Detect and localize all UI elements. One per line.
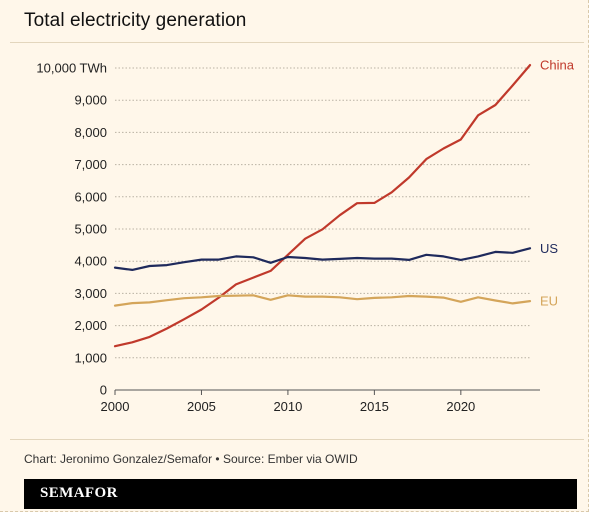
axes: 0 1,000 2,000 3,000 4,000 5,000 6,000 7,000 8,00… xyxy=(36,61,540,414)
y-tick-label: 4,000 xyxy=(74,254,107,269)
gridlines xyxy=(115,67,530,359)
title-divider xyxy=(10,42,584,43)
y-tick-label: 7,000 xyxy=(74,157,107,172)
chart-card: Total electricity generation 0 1,000 2,000… xyxy=(0,0,589,512)
x-tick-label: 2000 xyxy=(101,399,130,414)
line-chart: 0 1,000 2,000 3,000 4,000 5,000 6,000 7,000 8,00… xyxy=(36,58,575,414)
y-tick-label: 10,000 TWh xyxy=(36,61,107,76)
series xyxy=(113,64,532,348)
x-tick-label: 2015 xyxy=(360,399,389,414)
y-tick-label: 9,000 xyxy=(74,93,107,108)
series-line-eu xyxy=(113,294,532,307)
y-tick-label: 0 xyxy=(100,383,107,398)
series-label-china: China xyxy=(540,58,575,73)
y-tick-label: 1,000 xyxy=(74,350,107,365)
brand-bar: SEMAFOR xyxy=(24,479,577,509)
x-tick-label: 2005 xyxy=(187,399,216,414)
footer-divider xyxy=(10,439,584,440)
y-tick-label: 6,000 xyxy=(74,189,107,204)
y-tick-label: 3,000 xyxy=(74,286,107,301)
series-line-us xyxy=(113,247,532,271)
series-label-eu: EU xyxy=(540,294,558,309)
y-tick-label: 8,000 xyxy=(74,125,107,140)
x-tick-label: 2020 xyxy=(446,399,475,414)
series-labels: China US EU xyxy=(540,58,575,309)
source-note: Chart: Jeronimo Gonzalez/Semafor • Sourc… xyxy=(24,452,358,466)
y-tick-label: 5,000 xyxy=(74,222,107,237)
chart-title: Total electricity generation xyxy=(24,10,247,31)
series-line-china xyxy=(113,64,532,348)
brand-logo: SEMAFOR xyxy=(40,485,118,501)
y-tick-label: 2,000 xyxy=(74,318,107,333)
series-label-us: US xyxy=(540,241,558,256)
x-tick-label: 2010 xyxy=(273,399,302,414)
